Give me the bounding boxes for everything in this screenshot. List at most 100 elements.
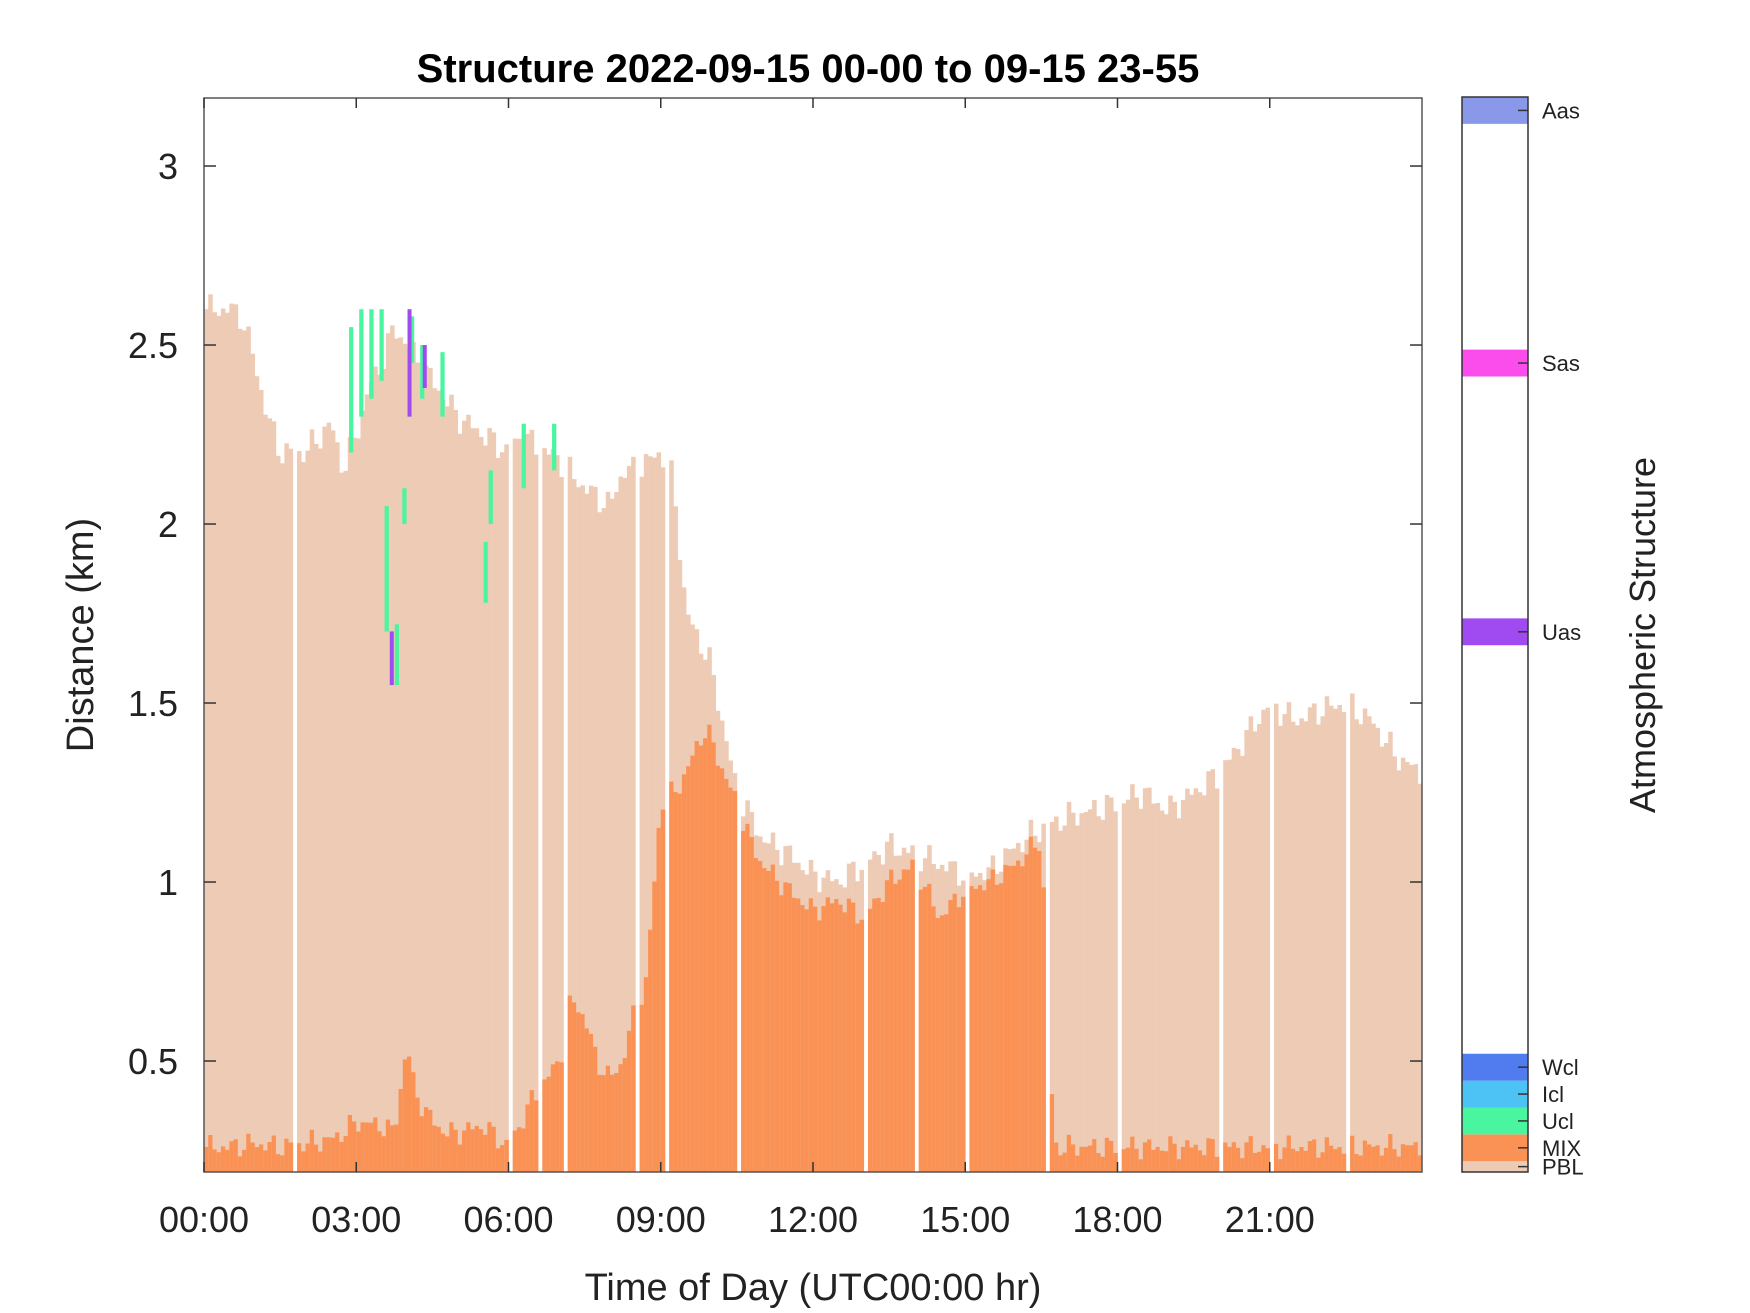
mix-bar bbox=[1092, 1139, 1097, 1172]
y-tick-label: 3 bbox=[158, 146, 178, 187]
mix-bar bbox=[275, 1154, 281, 1172]
mix-bar bbox=[301, 1151, 306, 1172]
pbl-bar bbox=[313, 443, 319, 1172]
mix-bar bbox=[559, 1062, 564, 1172]
pbl-bar bbox=[343, 470, 349, 1172]
mix-bar bbox=[1037, 851, 1042, 1172]
mix-bar bbox=[246, 1133, 251, 1172]
mix-bar bbox=[922, 886, 928, 1172]
mix-bar bbox=[601, 1075, 607, 1172]
mix-bar bbox=[1202, 1155, 1207, 1172]
pbl-bar bbox=[1337, 705, 1342, 1172]
pbl-bar bbox=[390, 325, 395, 1173]
pbl-bar bbox=[1392, 756, 1397, 1172]
mix-bar bbox=[258, 1144, 264, 1172]
mix-bar bbox=[1337, 1147, 1342, 1172]
mix-bar bbox=[855, 923, 860, 1172]
pbl-bar bbox=[610, 498, 615, 1172]
pbl-bar bbox=[1328, 705, 1334, 1172]
pbl-bar bbox=[453, 409, 459, 1172]
mix-bar bbox=[1405, 1145, 1410, 1172]
pbl-bar bbox=[360, 410, 366, 1172]
mix-bar bbox=[1299, 1147, 1304, 1172]
mix-bar bbox=[280, 1155, 285, 1172]
pbl-bar bbox=[394, 338, 399, 1172]
mix-bar bbox=[470, 1129, 475, 1172]
mix-bar bbox=[335, 1132, 340, 1172]
mix-bar bbox=[749, 837, 755, 1172]
mix-bar bbox=[1320, 1152, 1326, 1172]
mix-bar bbox=[961, 896, 966, 1172]
pbl-bar bbox=[516, 438, 522, 1172]
colorbar-label-pbl: PBL bbox=[1542, 1155, 1584, 1180]
pbl-bar bbox=[1371, 723, 1376, 1172]
pbl-bar bbox=[237, 328, 243, 1172]
mix-bar bbox=[1286, 1135, 1292, 1172]
mix-bar bbox=[402, 1059, 408, 1172]
pbl-bar bbox=[305, 450, 311, 1172]
mix-bar bbox=[343, 1136, 349, 1172]
mix-bar bbox=[770, 864, 776, 1172]
mix-bar bbox=[1362, 1140, 1368, 1172]
mix-bar bbox=[880, 901, 886, 1172]
colorbar-band-uas bbox=[1462, 618, 1528, 646]
mix-bar bbox=[1032, 847, 1038, 1172]
pbl-bar bbox=[555, 455, 560, 1172]
mix-bar bbox=[927, 883, 932, 1172]
mix-bar bbox=[1295, 1151, 1300, 1172]
pbl-bar bbox=[605, 491, 611, 1172]
mix-bar bbox=[1354, 1154, 1359, 1172]
mix-bar bbox=[1290, 1148, 1296, 1172]
pbl-bar bbox=[381, 368, 387, 1172]
mix-bar bbox=[753, 857, 759, 1172]
mix-bar bbox=[681, 774, 687, 1172]
pbl-bar bbox=[1185, 788, 1190, 1172]
pbl-bar bbox=[1164, 814, 1169, 1172]
pbl-bar bbox=[1231, 747, 1237, 1172]
mix-bar bbox=[1358, 1155, 1364, 1172]
mix-bar bbox=[1248, 1136, 1254, 1172]
mix-bar bbox=[719, 768, 725, 1172]
mix-bar bbox=[787, 883, 793, 1172]
mix-bar bbox=[593, 1046, 598, 1172]
mix-bar bbox=[1100, 1156, 1106, 1172]
pbl-bar bbox=[1092, 800, 1097, 1172]
mix-bar bbox=[1130, 1136, 1135, 1172]
mix-bar bbox=[381, 1136, 387, 1172]
mix-bar bbox=[423, 1107, 429, 1172]
pbl-bar bbox=[1100, 819, 1106, 1172]
pbl-bar bbox=[1130, 784, 1135, 1172]
mix-bar bbox=[1273, 1143, 1279, 1172]
pbl-bar bbox=[470, 428, 475, 1172]
pbl-bar bbox=[1379, 746, 1385, 1172]
pbl-bar bbox=[288, 448, 294, 1173]
ucl-segment bbox=[488, 470, 493, 525]
mix-bar bbox=[1070, 1144, 1076, 1172]
mix-bar bbox=[436, 1126, 442, 1172]
mix-bar bbox=[597, 1074, 602, 1172]
chart-title: Structure 2022-09-15 00-00 to 09-15 23-5… bbox=[417, 47, 1200, 91]
pbl-bar bbox=[356, 438, 361, 1172]
pbl-bar bbox=[297, 451, 302, 1172]
pbl-bar bbox=[330, 430, 336, 1172]
mix-bar bbox=[432, 1125, 437, 1172]
mix-bar bbox=[779, 895, 784, 1172]
mix-bar bbox=[745, 823, 750, 1172]
x-tick-label: 06:00 bbox=[463, 1199, 553, 1240]
mix-bar bbox=[491, 1126, 497, 1172]
pbl-bar bbox=[1278, 725, 1283, 1172]
mix-bar bbox=[225, 1149, 230, 1172]
pbl-bar bbox=[1282, 714, 1287, 1172]
mix-bar bbox=[762, 868, 767, 1172]
pbl-bar bbox=[1248, 716, 1254, 1172]
pbl-bar bbox=[618, 476, 623, 1173]
mix-bar bbox=[297, 1143, 302, 1172]
colorbar-frame bbox=[1461, 96, 1529, 1173]
pbl-bar bbox=[597, 512, 602, 1172]
mix-bar bbox=[1058, 1155, 1063, 1172]
mix-bar bbox=[398, 1088, 404, 1172]
pbl-bar bbox=[1075, 825, 1080, 1172]
mix-bar bbox=[935, 917, 941, 1172]
pbl-bar bbox=[533, 454, 539, 1173]
mix-bar bbox=[643, 977, 649, 1172]
